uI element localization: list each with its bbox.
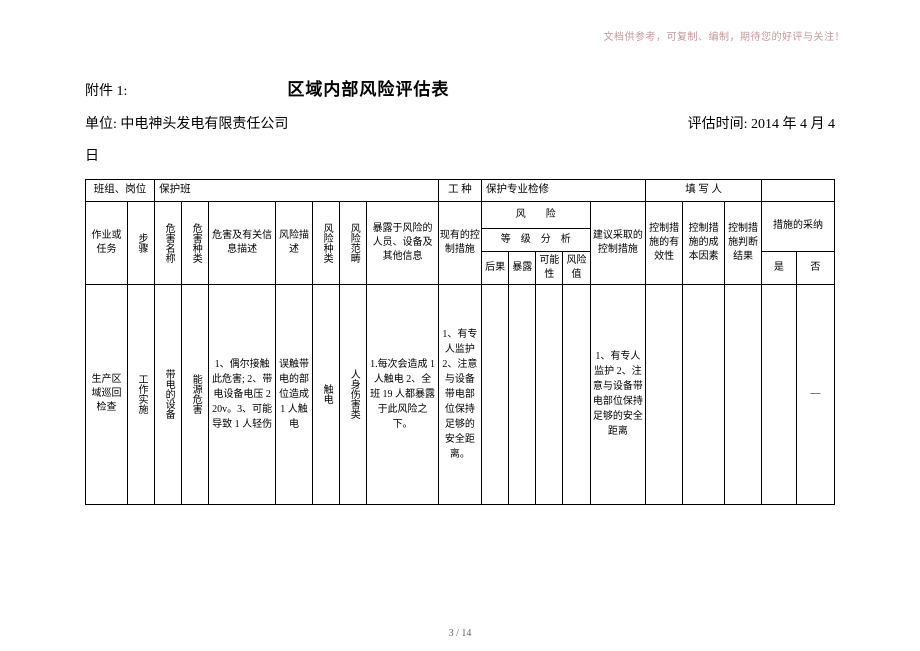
hdr-no: 否 xyxy=(796,251,834,284)
page-title: 区域内部风险评估表 xyxy=(287,75,449,100)
filler-label-cell: 填 写 人 xyxy=(646,180,762,202)
header-row: 附件 1: 区域内部风险评估表 xyxy=(85,75,835,100)
cell-yes xyxy=(762,284,797,504)
hdr-exposure-sub: 暴露 xyxy=(509,251,536,284)
meta-row: 单位: 中电神头发电有限责任公司 评估时间: 2014 年 4 月 4 xyxy=(85,112,835,137)
hdr-steps: 步骤 xyxy=(127,201,154,284)
hdr-risk-type: 风险种类 xyxy=(313,201,340,284)
page-content: 附件 1: 区域内部风险评估表 单位: 中电神头发电有限责任公司 评估时间: 2… xyxy=(0,0,920,505)
cell-possibility xyxy=(536,284,563,504)
hdr-hazard-type: 危害种类 xyxy=(182,201,209,284)
header-row-1: 作业或任务 步骤 危害名称 危害种类 危害及有关信息描述 风险描述 风险种类 风… xyxy=(86,201,835,228)
team-label-cell: 班组、岗位 xyxy=(86,180,155,202)
table-top-row: 班组、岗位 保护班 工 种 保护专业检修 填 写 人 xyxy=(86,180,835,202)
cell-suggested-ctrl: 1、有专人监护 2、注意与设备带电部位保持足够的安全距离 xyxy=(590,284,646,504)
cell-task: 生产区域巡回检查 xyxy=(86,284,128,504)
cell-steps: 工作实施 xyxy=(127,284,154,504)
table-row: 生产区域巡回检查 工作实施 带电的设备 能源危害 1、偶尔接触此危害; 2、带电… xyxy=(86,284,835,504)
cell-risk-desc: 误触带电的部位造成 1 人触电 xyxy=(275,284,312,504)
watermark-text: 文档供参考，可复制、编制，期待您的好评与关注！ xyxy=(604,28,846,43)
hdr-risk-sub: 等 级 分 析 xyxy=(482,228,591,251)
unit-label: 单位: xyxy=(85,117,117,132)
hdr-task: 作业或任务 xyxy=(86,201,128,284)
hdr-suggested-ctrl: 建议采取的控制措施 xyxy=(590,201,646,284)
work-type-label-cell: 工 种 xyxy=(438,180,481,202)
cell-cost xyxy=(683,284,725,504)
eval-time-info: 评估时间: 2014 年 4 月 4 xyxy=(688,112,835,137)
work-type-value-cell: 保护专业检修 xyxy=(482,180,646,202)
hdr-risk-desc: 风险描述 xyxy=(275,201,312,284)
cell-risk-type: 触电 xyxy=(313,284,340,504)
hdr-judgment: 控制措施判断结果 xyxy=(725,201,762,284)
hdr-cost: 控制措施的成本因素 xyxy=(683,201,725,284)
cell-effectiveness xyxy=(646,284,683,504)
cell-risk-value xyxy=(563,284,590,504)
cell-hazard-type: 能源危害 xyxy=(182,284,209,504)
eval-time-label: 评估时间: xyxy=(688,117,748,132)
cell-exposure: 1.每次会造成 1 人触电 2、全班 19 人都暴露于此风险之下。 xyxy=(367,284,439,504)
team-value-cell: 保护班 xyxy=(155,180,439,202)
risk-assessment-table: 班组、岗位 保护班 工 种 保护专业检修 填 写 人 作业或任务 步骤 危害名称… xyxy=(85,179,835,505)
hdr-hazard-name: 危害名称 xyxy=(155,201,182,284)
filler-value-cell xyxy=(762,180,835,202)
cell-no: — xyxy=(796,284,834,504)
date-continuation: 日 xyxy=(85,145,835,165)
cell-existing-ctrl: 1、有专人监护 2、注意与设备带电部位保持足够的安全距离。 xyxy=(438,284,481,504)
cell-exposure-sub xyxy=(509,284,536,504)
hdr-existing-ctrl: 现有的控制措施 xyxy=(438,201,481,284)
hdr-yes: 是 xyxy=(762,251,797,284)
cell-consequence xyxy=(482,284,509,504)
page-number: 3 / 14 xyxy=(449,628,472,639)
cell-judgment xyxy=(725,284,762,504)
hdr-adoption: 措施的采纳 xyxy=(762,201,835,251)
cell-risk-scope: 人身伤害类 xyxy=(340,284,367,504)
hdr-exposure: 暴露于风险的人员、设备及其他信息 xyxy=(367,201,439,284)
eval-time-value: 2014 年 4 月 4 xyxy=(751,117,835,132)
hdr-consequence: 后果 xyxy=(482,251,509,284)
cell-hazard-desc: 1、偶尔接触此危害; 2、带电设备电压 220v。3、可能导致 1 人轻伤 xyxy=(209,284,276,504)
unit-value: 中电神头发电有限责任公司 xyxy=(120,117,288,132)
hdr-hazard-desc: 危害及有关信息描述 xyxy=(209,201,276,284)
hdr-possibility: 可能性 xyxy=(536,251,563,284)
cell-hazard-name: 带电的设备 xyxy=(155,284,182,504)
hdr-effectiveness: 控制措施的有效性 xyxy=(646,201,683,284)
hdr-risk-value: 风险值 xyxy=(563,251,590,284)
hdr-risk-group: 风 险 xyxy=(482,201,591,228)
hdr-risk-scope: 风险范畴 xyxy=(340,201,367,284)
unit-info: 单位: 中电神头发电有限责任公司 xyxy=(85,112,288,137)
attachment-label: 附件 1: xyxy=(85,80,127,100)
